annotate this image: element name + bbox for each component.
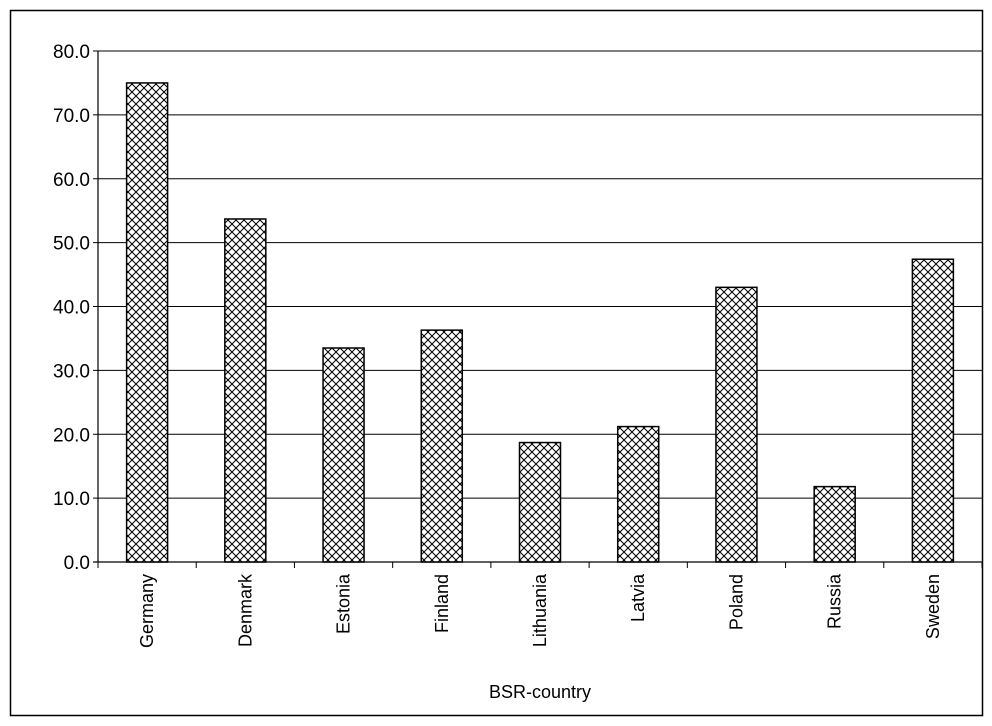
x-category-label: Denmark — [235, 573, 255, 647]
y-tick-label: 30.0 — [53, 361, 90, 382]
x-category-label: Sweden — [923, 574, 943, 639]
y-tick-label: 40.0 — [53, 298, 90, 319]
x-category-label: Finland — [432, 574, 452, 633]
x-category-label: Russia — [825, 573, 845, 629]
y-tick-label: 0.0 — [64, 553, 90, 574]
y-tick-label: 60.0 — [53, 170, 90, 191]
bar-finland — [420, 329, 464, 563]
x-category-label: Poland — [726, 574, 746, 630]
x-category-label: Lithuania — [530, 573, 550, 647]
chart-border — [9, 9, 984, 717]
bar-estonia — [322, 347, 365, 563]
x-category-label: Germany — [137, 574, 157, 648]
y-tick-label: 80.0 — [53, 42, 90, 63]
y-tick-label: 10.0 — [53, 489, 90, 510]
y-tick-label: 20.0 — [53, 425, 90, 446]
bar-russia — [813, 485, 856, 563]
bar-germany — [125, 82, 169, 563]
y-tick-label: 70.0 — [53, 106, 90, 127]
bar-sweden — [911, 258, 955, 563]
bar-poland — [715, 286, 758, 563]
y-tick-label: 50.0 — [53, 234, 90, 255]
bar-latvia — [616, 425, 660, 563]
bar-lithuania — [518, 441, 562, 563]
x-axis-title: BSR-country — [489, 682, 591, 702]
x-category-label: Estonia — [334, 573, 354, 634]
x-category-label: Latvia — [628, 573, 648, 622]
bar-denmark — [224, 218, 267, 563]
